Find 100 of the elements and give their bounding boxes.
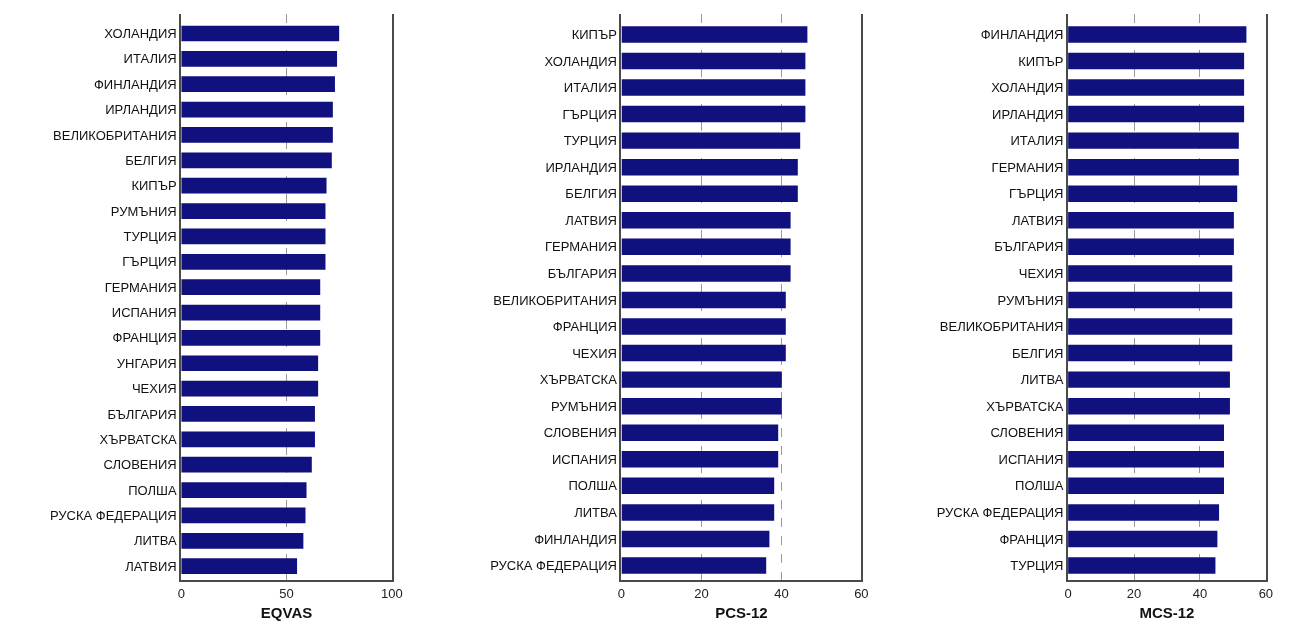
y-tick-label: ВЕЛИКОБРИТАНИЯ (939, 319, 1064, 335)
y-tick-label: ЛИТВА (1020, 372, 1064, 388)
bar (621, 477, 775, 495)
y-tick-label: ЛАТВИЯ (565, 212, 617, 228)
bar (1068, 291, 1233, 309)
bar (1068, 238, 1234, 256)
bar (621, 451, 779, 468)
y-tick-label: ФРАНЦИЯ (999, 531, 1064, 547)
y-tick-label: СЛОВЕНИЯ (543, 425, 617, 441)
y-tick-label: СЛОВЕНИЯ (103, 457, 177, 473)
bar (1068, 185, 1238, 202)
bar (1068, 504, 1220, 521)
bar (181, 304, 321, 321)
bar (1068, 265, 1233, 282)
bar (181, 558, 298, 575)
y-tick-label: ФРАНЦИЯ (552, 319, 617, 335)
y-tick-label: ЛАТВИЯ (1011, 212, 1064, 228)
y-tick-label: ПОЛША (128, 482, 177, 498)
bar (181, 177, 327, 194)
y-tick-label: ТУРЦИЯ (1010, 558, 1064, 574)
y-tick-label: ЛИТВА (133, 533, 177, 549)
bar (621, 105, 806, 123)
bar (181, 25, 340, 42)
x-tick-label: 50 (279, 585, 294, 601)
y-tick-label: ФИНЛАНДИЯ (980, 26, 1064, 42)
y-tick-label: ГЪРЦИЯ (1009, 186, 1064, 202)
y-tick-label: ФРАНЦИЯ (112, 330, 177, 346)
y-tick-label: ХЪРВАТСКА (539, 372, 618, 388)
y-tick-label: ФИНЛАНДИЯ (534, 531, 617, 547)
y-tick-label: ГЪРЦИЯ (122, 254, 177, 270)
bar (1068, 158, 1239, 176)
bar (181, 355, 319, 372)
x-tick-label: 60 (854, 585, 869, 601)
y-tick-label: ВЕЛИКОБРИТАНИЯ (53, 127, 177, 143)
y-tick-label: ИРЛАНДИЯ (105, 102, 177, 118)
bar (1068, 397, 1230, 415)
y-tick-label: УНГАРИЯ (116, 355, 177, 371)
bar (181, 127, 333, 143)
bar (181, 456, 312, 473)
y-tick-label: ИСПАНИЯ (111, 305, 177, 321)
bar (621, 26, 808, 43)
bar (181, 253, 326, 270)
y-tick-label: ХЪРВАТСКА (99, 431, 177, 447)
bar (1068, 79, 1245, 96)
y-tick-label: ИТАЛИЯ (563, 80, 617, 96)
y-tick-label: РУМЪНИЯ (997, 292, 1064, 308)
y-tick-label: БЪЛГАРИЯ (994, 239, 1064, 255)
bar (621, 238, 791, 256)
y-tick-label: СЛОВЕНИЯ (990, 425, 1064, 441)
y-tick-label: ИРЛАНДИЯ (992, 106, 1064, 122)
x-tick-label: 0 (1064, 585, 1072, 601)
bar (181, 507, 306, 524)
bar (181, 279, 321, 296)
y-tick-label: ЧЕХИЯ (131, 381, 177, 397)
bar (181, 431, 315, 448)
bar (621, 504, 775, 521)
y-tick-label: ПОЛША (568, 478, 618, 494)
x-tick-label: 40 (1192, 585, 1208, 601)
y-tick-label: ИСПАНИЯ (998, 451, 1064, 467)
x-tick-label: 20 (694, 585, 709, 601)
y-tick-label: ЧЕХИЯ (1018, 265, 1064, 281)
x-tick-label: 40 (774, 585, 789, 601)
bar (621, 212, 791, 229)
bar (1068, 105, 1245, 123)
y-tick-label: КИПЪР (131, 178, 177, 194)
bar (621, 158, 798, 176)
y-tick-label: ЛАТВИЯ (125, 558, 177, 574)
bar (1068, 318, 1233, 335)
y-tick-label: БЪЛГАРИЯ (107, 406, 177, 422)
y-tick-label: ИТАЛИЯ (123, 51, 177, 67)
y-tick-label: ИРЛАНДИЯ (545, 159, 617, 175)
y-tick-label: ТУРЦИЯ (563, 133, 617, 149)
x-axis-title: PCS-12 (715, 604, 768, 622)
bar (1068, 132, 1239, 149)
y-tick-label: ГЪРЦИЯ (562, 106, 617, 122)
x-tick-label: 20 (1126, 585, 1142, 601)
x-tick-label: 100 (380, 585, 403, 601)
y-tick-label: ЛИТВА (574, 504, 618, 520)
x-tick-label: 0 (177, 585, 185, 601)
bar (181, 330, 321, 346)
y-tick-label: ТУРЦИЯ (123, 228, 177, 244)
y-tick-label: БЕЛГИЯ (1011, 345, 1064, 361)
bar (621, 132, 801, 149)
bar (1068, 530, 1218, 548)
y-tick-label: ИСПАНИЯ (552, 451, 617, 467)
bar (1068, 451, 1224, 468)
bar (1068, 424, 1224, 441)
y-tick-label: ХОЛАНДИЯ (104, 26, 177, 42)
bar (181, 532, 304, 549)
y-tick-label: РУСКА ФЕДЕРАЦИЯ (936, 504, 1064, 520)
y-tick-label: РУМЪНИЯ (110, 203, 177, 219)
x-tick-label: 60 (1258, 585, 1274, 601)
y-tick-label: КИПЪР (571, 26, 617, 42)
bar (1068, 557, 1216, 574)
y-tick-label: ГЕРМАНИЯ (545, 239, 617, 255)
y-tick-label: ХЪРВАТСКА (986, 398, 1064, 414)
bar (621, 397, 782, 415)
y-tick-label: ВЕЛИКОБРИТАНИЯ (493, 292, 617, 308)
y-tick-label: ФИНЛАНДИЯ (93, 76, 177, 92)
bar (621, 424, 779, 441)
